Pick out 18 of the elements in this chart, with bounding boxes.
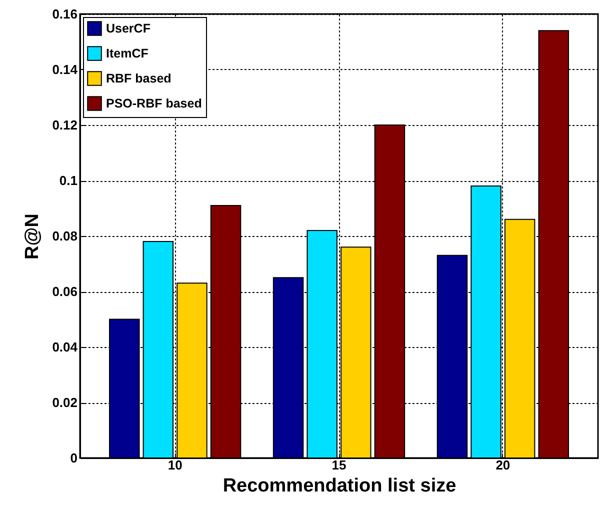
x-tick-label: 20 [496, 458, 510, 472]
legend-label: ItemCF [106, 46, 149, 60]
y-tick-label: 0.16 [52, 6, 78, 22]
y-tick-label: 0.12 [52, 118, 78, 132]
y-tick-label: 0.14 [52, 62, 78, 77]
y-tick-label: 0.06 [52, 284, 78, 299]
x-axis-title: Recommendation list size [222, 476, 456, 496]
y-tick-label: 0.04 [52, 340, 78, 354]
x-tick-label: 10 [168, 458, 182, 472]
y-tick-label: 0.02 [52, 395, 78, 410]
legend-label: UserCF [106, 22, 151, 36]
x-tick-label: 15 [332, 458, 346, 472]
y-tick-label: 0.08 [52, 228, 78, 244]
y-tick-label: 0 [70, 450, 78, 466]
y-tick-label: 0.1 [59, 173, 78, 188]
legend-label: PSO-RBF based [106, 96, 202, 110]
y-axis-title: R@N [22, 214, 44, 260]
legend-label: RBF based [106, 72, 172, 86]
